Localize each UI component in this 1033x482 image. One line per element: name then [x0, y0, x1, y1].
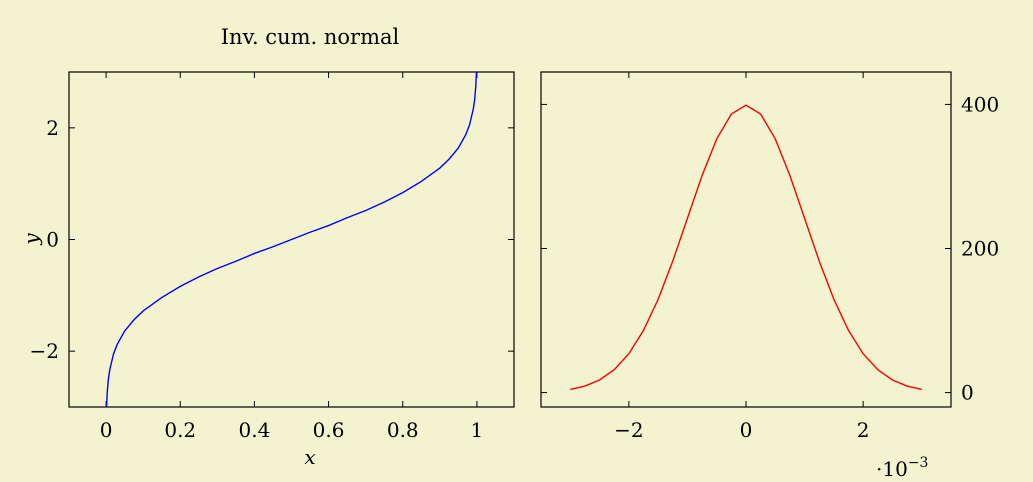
left-chart-y-tick-label: 0: [46, 228, 59, 252]
left-chart-x-tick-label: 1: [471, 418, 484, 442]
left-chart-x-tick-label: 0: [100, 418, 113, 442]
right-chart-y-tick-label: 200: [961, 237, 999, 261]
right-chart-frame: [540, 71, 952, 408]
left-chart-frame: [68, 71, 515, 408]
right-chart-tick-labels: −2 0 2 0 200 400: [614, 92, 999, 442]
left-chart-title: Inv. cum. normal: [221, 25, 400, 49]
left-chart-y-tick-label: 2: [46, 116, 59, 140]
left-chart-x-tick-label: 0.8: [387, 418, 419, 442]
left-chart-y-tick-label: −2: [30, 339, 59, 363]
right-chart-ticks: [541, 72, 951, 407]
left-chart-tick-labels: 0 0.2 0.4 0.6 0.8 1 −2 0 2: [30, 116, 484, 442]
left-chart-y-axis-label: y: [19, 233, 43, 246]
left-chart-series-line: [105, 71, 478, 408]
right-chart-gaussian: −2 0 2 0 200 400 ·10−3: [540, 71, 999, 481]
right-chart-x-scale-label: ·10−3: [876, 455, 928, 481]
right-chart-series-line: [570, 104, 922, 391]
left-chart-x-axis-label: x: [304, 445, 315, 469]
right-chart-x-tick-label: 0: [740, 418, 753, 442]
left-chart-inverse-cumulative-normal: Inv. cum. normal 0 0.2 0.4 0.6 0.8 1 −2 0 2 x y: [19, 25, 515, 469]
right-chart-x-tick-label: −2: [614, 418, 643, 442]
right-chart-y-tick-label: 400: [961, 92, 999, 116]
right-chart-x-tick-label: 2: [857, 418, 870, 442]
left-chart-x-tick-label: 0.2: [164, 418, 196, 442]
right-chart-y-tick-label: 0: [961, 381, 974, 405]
left-chart-x-tick-label: 0.4: [239, 418, 271, 442]
left-chart-x-tick-label: 0.6: [313, 418, 345, 442]
